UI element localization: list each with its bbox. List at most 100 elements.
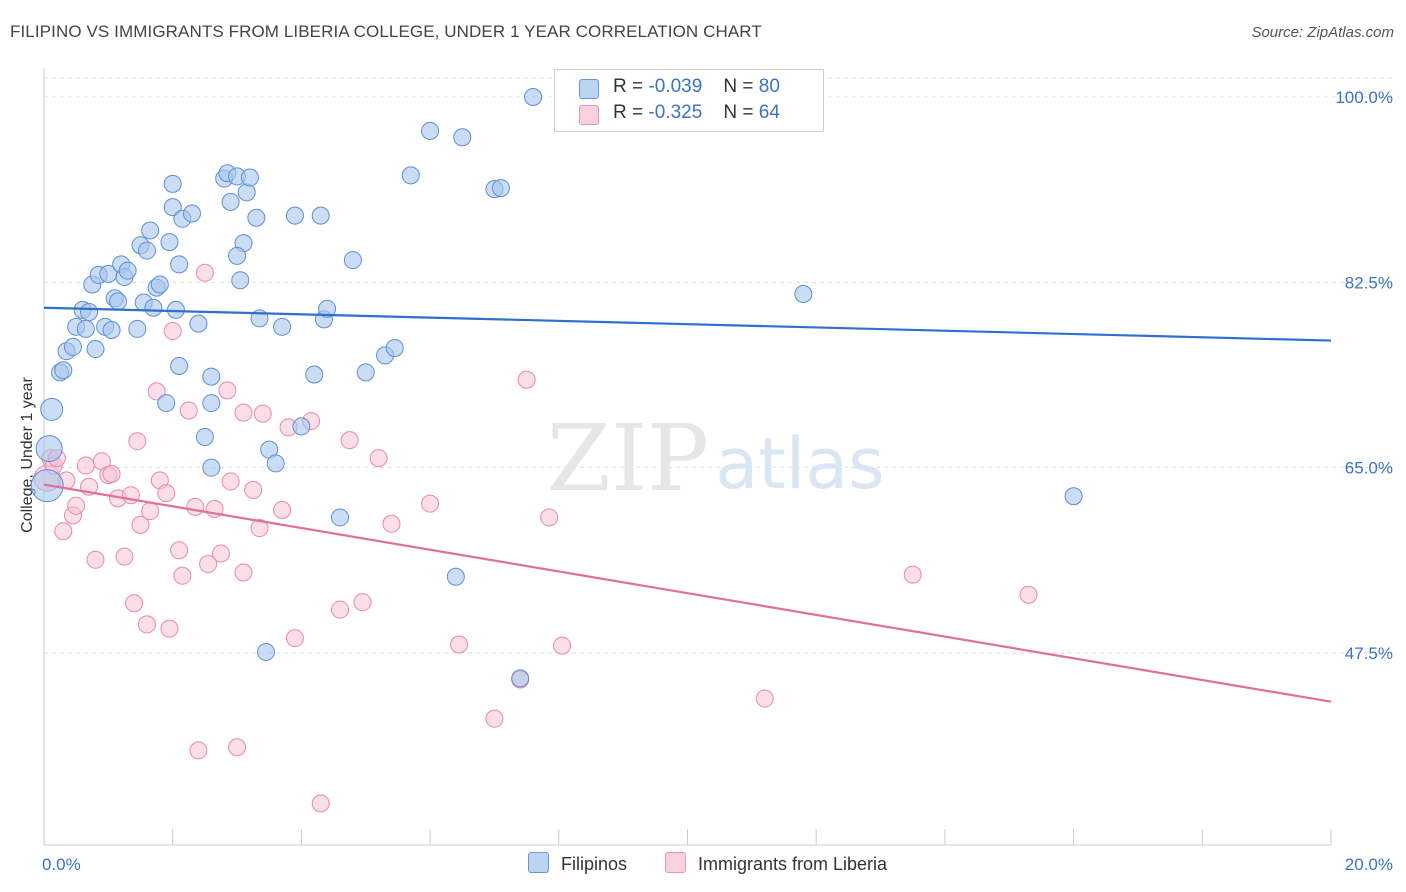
- point-liberia: [102, 465, 121, 484]
- bottom-legend-label: Filipinos: [561, 854, 628, 874]
- point-liberia: [331, 600, 350, 619]
- watermark-atlas: atlas: [715, 423, 884, 505]
- point-filipinos: [137, 241, 156, 260]
- point-filipinos: [141, 221, 160, 240]
- point-liberia: [250, 519, 269, 538]
- point-filipinos: [202, 458, 221, 477]
- bottom-legend-swatch-blue: [528, 852, 549, 873]
- point-filipinos: [511, 669, 530, 688]
- point-filipinos: [240, 168, 259, 187]
- point-liberia: [485, 709, 504, 728]
- point-filipinos: [247, 208, 266, 227]
- point-liberia: [131, 515, 150, 534]
- point-liberia: [369, 449, 388, 468]
- point-filipinos: [524, 88, 543, 106]
- point-liberia: [173, 566, 192, 585]
- legend-n-value: 64: [758, 102, 780, 123]
- point-filipinos: [356, 363, 375, 382]
- bottom-legend-label: Immigrants from Liberia: [698, 854, 888, 874]
- point-filipinos: [160, 233, 179, 252]
- x-tick-label-min: 0.0%: [42, 855, 81, 874]
- point-liberia: [755, 689, 774, 708]
- point-liberia: [340, 431, 359, 450]
- point-liberia: [903, 565, 922, 584]
- point-liberia: [353, 593, 372, 612]
- point-filipinos: [221, 192, 240, 211]
- point-filipinos: [331, 508, 350, 527]
- point-filipinos: [163, 198, 182, 217]
- point-liberia: [170, 541, 189, 560]
- watermark-zip: ZIP: [547, 405, 709, 512]
- point-liberia: [244, 480, 263, 499]
- point-filipinos: [144, 298, 163, 317]
- point-filipinos: [109, 292, 128, 311]
- x-tick-label-max: 20.0%: [1345, 855, 1393, 874]
- point-liberia: [228, 738, 247, 757]
- point-filipinos: [170, 255, 189, 274]
- legend-n-label: N =: [723, 76, 754, 97]
- point-filipinos: [157, 394, 176, 413]
- legend-swatch-pink: [579, 105, 599, 125]
- point-filipinos: [202, 394, 221, 413]
- legend-n-value: 80: [758, 76, 780, 97]
- point-filipinos: [292, 417, 311, 436]
- legend-r-label: R =: [613, 102, 644, 123]
- point-liberia: [86, 550, 105, 569]
- point-liberia: [1019, 585, 1038, 604]
- point-filipinos: [54, 361, 73, 380]
- point-liberia: [211, 544, 230, 563]
- point-liberia: [157, 484, 176, 503]
- y-tick-label: 47.5%: [1345, 644, 1393, 663]
- point-liberia: [273, 501, 292, 520]
- y-tick-label: 82.5%: [1345, 273, 1393, 292]
- point-filipinos: [195, 427, 214, 446]
- point-filipinos: [285, 206, 304, 225]
- point-liberia: [186, 497, 205, 516]
- trend-line-liberia: [43, 483, 1332, 703]
- point-liberia: [311, 794, 330, 813]
- point-liberia: [195, 263, 214, 282]
- point-filipinos: [491, 179, 510, 198]
- point-filipinos: [257, 642, 276, 661]
- point-liberia: [221, 472, 240, 491]
- point-liberia: [160, 619, 179, 638]
- bottom-legend-swatch-pink: [665, 852, 686, 873]
- point-filipinos: [446, 567, 465, 586]
- trend-line-filipinos: [43, 306, 1332, 342]
- stats-legend: R = -0.039 N = 80 R = -0.325 N = 64: [554, 69, 824, 132]
- point-liberia: [189, 741, 208, 760]
- point-liberia: [553, 636, 572, 655]
- point-filipinos: [305, 365, 324, 384]
- point-liberia: [115, 547, 134, 566]
- point-filipinos: [421, 121, 440, 140]
- point-liberia: [128, 432, 147, 451]
- point-liberia: [199, 555, 218, 574]
- point-filipinos: [1064, 487, 1083, 506]
- point-liberia: [137, 615, 156, 634]
- point-liberia: [141, 502, 160, 521]
- y-tick-label: 100.0%: [1335, 88, 1393, 107]
- point-filipinos: [385, 338, 404, 357]
- point-filipinos: [80, 302, 99, 321]
- point-filipinos: [63, 337, 82, 356]
- chart-title: FILIPINO VS IMMIGRANTS FROM LIBERIA COLL…: [10, 22, 762, 41]
- legend-n-label: N =: [723, 102, 754, 123]
- legend-r-label: R =: [613, 76, 644, 97]
- point-filipinos: [237, 183, 256, 202]
- point-filipinos: [231, 271, 250, 290]
- point-filipinos: [202, 367, 221, 386]
- point-filipinos: [170, 356, 189, 375]
- point-liberia: [450, 635, 469, 654]
- point-liberia: [218, 381, 237, 400]
- legend-r-value: -0.039: [648, 76, 703, 97]
- point-filipinos: [163, 174, 182, 193]
- point-filipinos: [150, 275, 169, 294]
- series-liberia-points: [33, 263, 1038, 813]
- bottom-legend-liberia: Immigrants from Liberia: [665, 852, 887, 875]
- point-filipinos: [86, 340, 105, 359]
- point-liberia: [421, 494, 440, 513]
- point-liberia: [76, 456, 95, 475]
- point-liberia: [540, 508, 559, 527]
- point-liberia: [234, 403, 253, 422]
- point-liberia: [125, 594, 144, 613]
